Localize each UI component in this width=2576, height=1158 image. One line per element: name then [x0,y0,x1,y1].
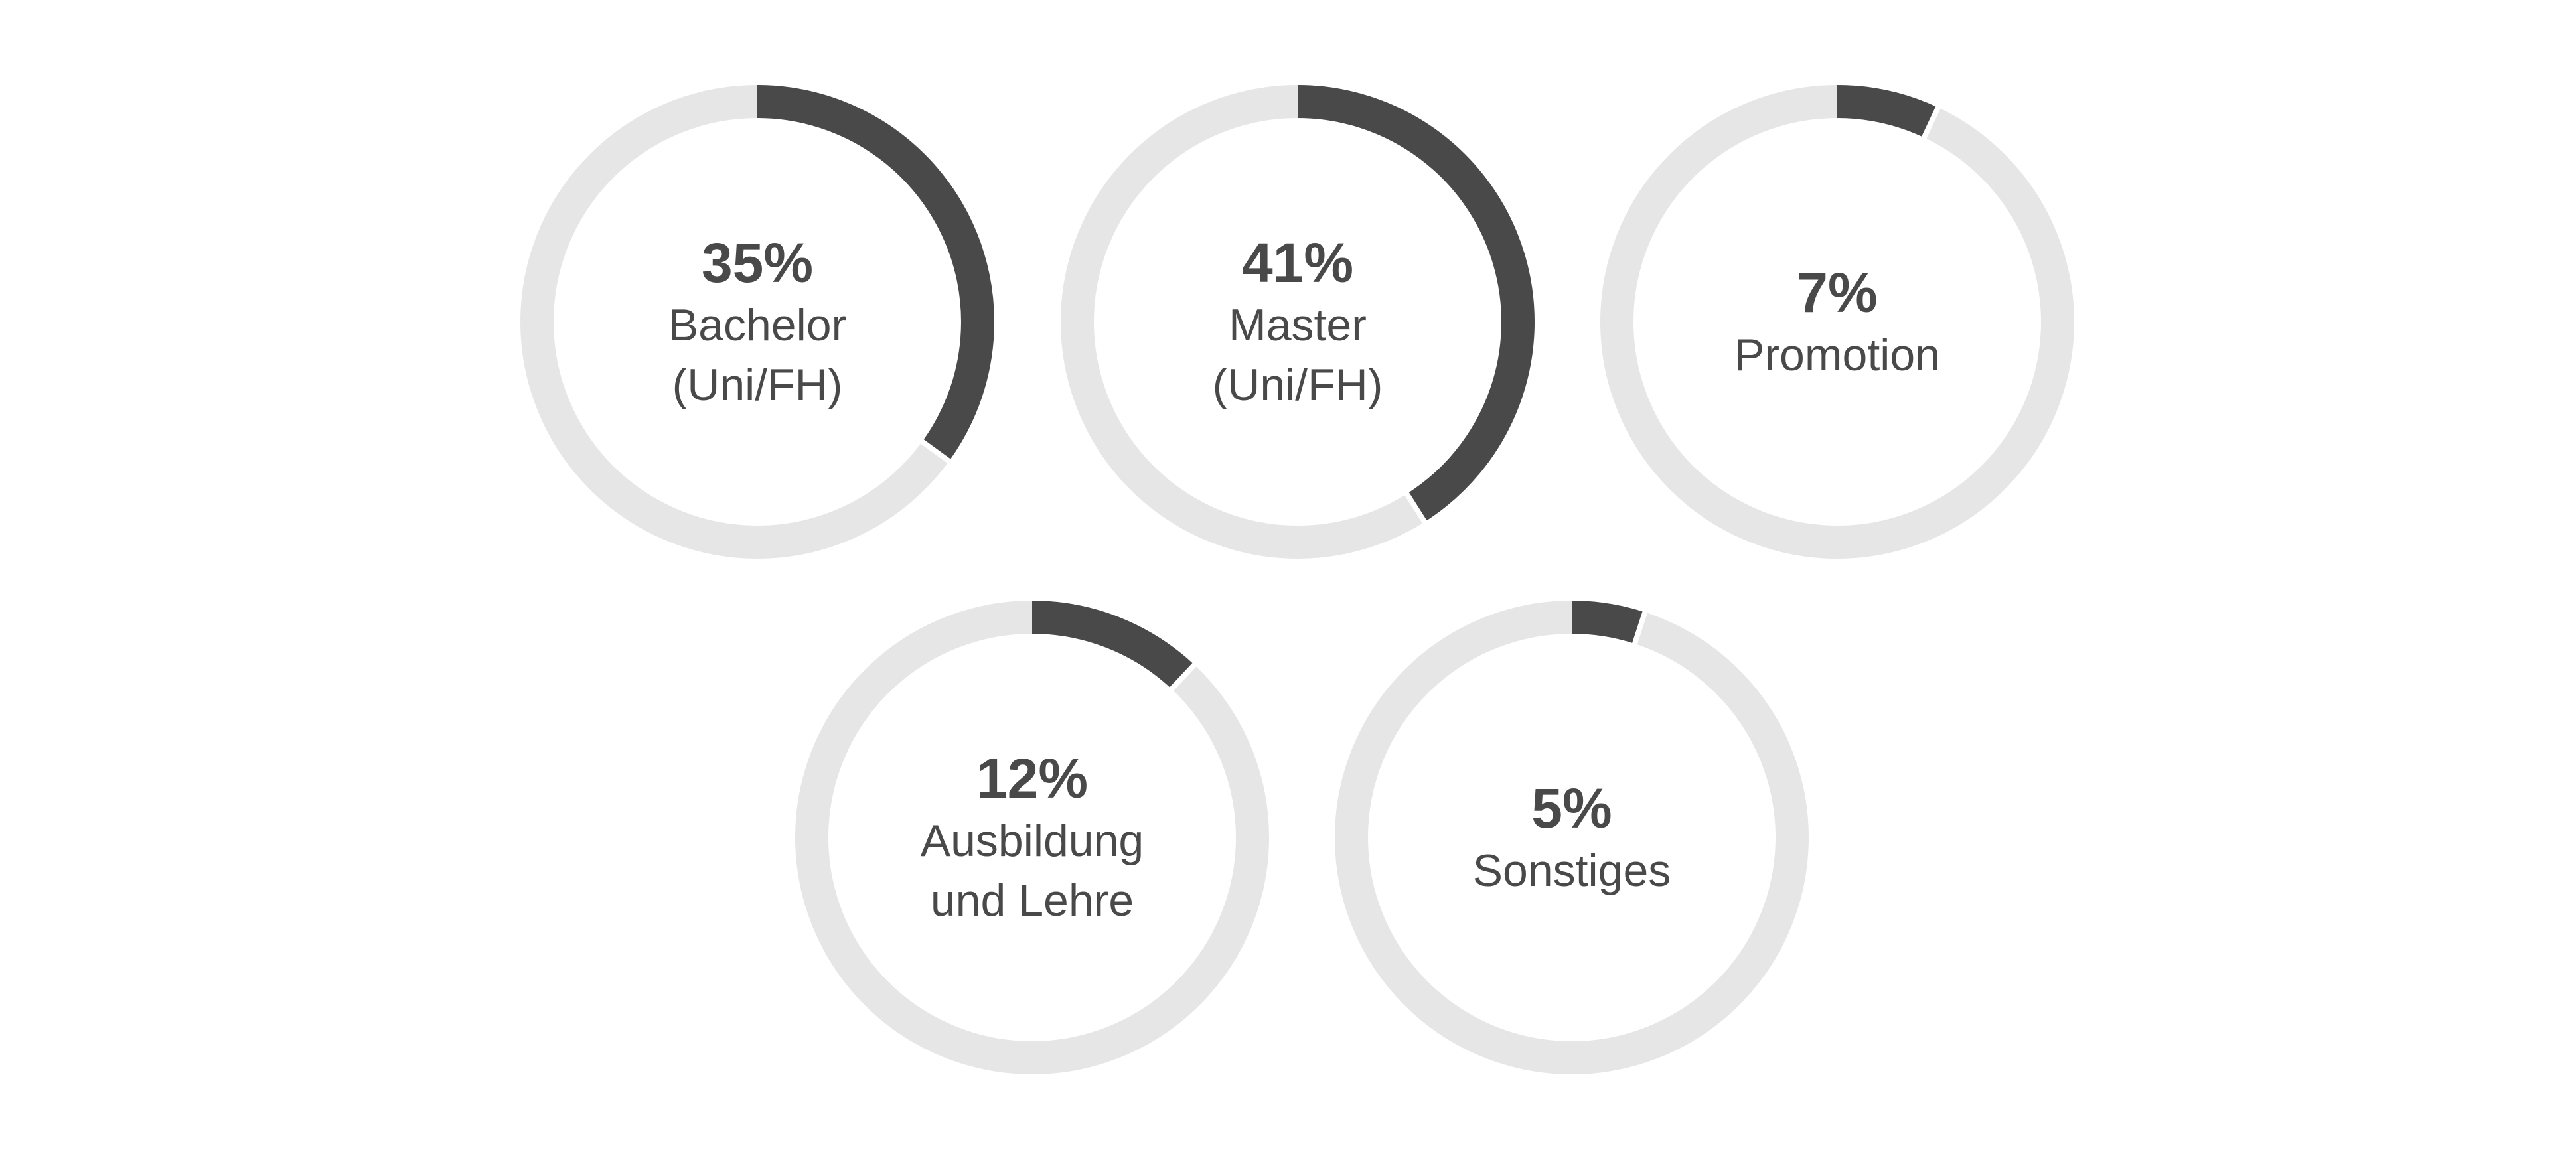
donut-arc-separator [1404,491,1428,525]
donut-chart-4: 5% Sonstiges [1335,601,1809,1074]
donut-arc-separator [1921,105,1941,140]
donut-value-arc [1031,601,1195,689]
donut-arc-separator [1168,662,1197,692]
donut-category-label: Master [1229,300,1367,350]
donut-category-label: (Uni/FH) [672,360,843,410]
donut-value-arc [1571,601,1645,644]
donut-percent-label: 5% [1531,777,1612,839]
donut-value-arc [1297,85,1535,522]
donut-chart-2: 7% Promotion [1600,85,2074,559]
donut-arc-separator [919,439,952,465]
donut-category-label: Bachelor [668,300,846,350]
donut-category-label: Sonstiges [1473,845,1671,896]
donut-chart-3: 12% Ausbildung und Lehre [795,601,1269,1074]
donut-category-label: Promotion [1734,330,1940,380]
donut-percent-label: 41% [1242,232,1353,294]
donut-category-label: (Uni/FH) [1213,360,1383,410]
donut-chart-1: 41% Master (Uni/FH) [1061,85,1535,559]
donut-value-arc [1837,85,1938,138]
donut-value-arc [757,85,994,461]
donut-percent-label: 7% [1797,261,1877,324]
donut-chart-0: 35% Bachelor (Uni/FH) [520,85,994,559]
donut-category-label: Ausbildung [921,816,1144,866]
donut-percent-label: 35% [702,232,813,294]
donut-category-label: und Lehre [931,875,1134,926]
donut-arc-separator [1631,610,1648,646]
donut-percent-label: 12% [976,747,1088,810]
